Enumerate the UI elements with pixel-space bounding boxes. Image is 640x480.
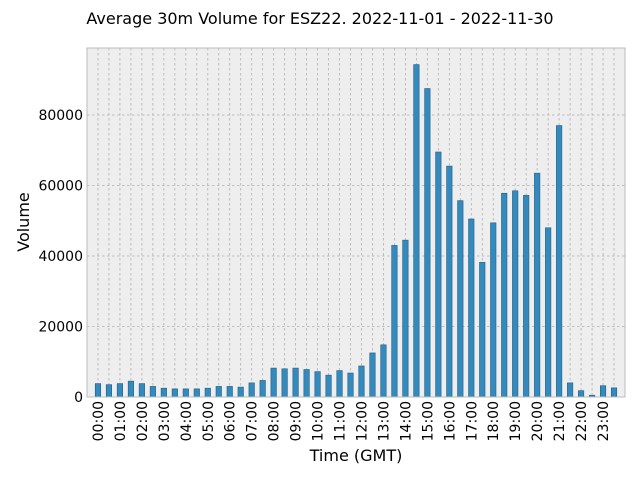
bar-20:00 [534, 172, 541, 398]
bar-12:00 [358, 365, 365, 398]
bars [94, 64, 618, 398]
bar-13:30 [391, 245, 398, 398]
bar-21:00 [556, 125, 563, 398]
bar-11:30 [347, 372, 354, 398]
y-axis-label: Volume [14, 192, 33, 252]
bar-08:00 [270, 367, 277, 398]
bar-03:30 [171, 388, 178, 398]
bar-17:00 [468, 218, 475, 398]
bar-11:00 [336, 370, 343, 398]
bar-09:00 [292, 367, 299, 398]
bar-05:00 [204, 387, 211, 398]
x-tick-label: 10:00 [311, 401, 327, 441]
bar-03:00 [160, 387, 167, 398]
x-axis-label: Time (GMT) [309, 446, 403, 465]
bar-19:00 [512, 190, 519, 398]
y-tick-label: 60000 [38, 178, 83, 194]
bar-07:30 [259, 380, 266, 398]
x-tick-label: 04:00 [179, 401, 195, 441]
x-tick-label: 22:00 [574, 401, 590, 441]
x-tick-label: 11:00 [333, 401, 349, 441]
bar-09:30 [303, 369, 310, 398]
bar-00:30 [105, 384, 113, 398]
x-tick-label: 09:00 [289, 401, 305, 441]
bar-10:30 [325, 374, 332, 398]
bar-02:00 [138, 383, 145, 398]
bar-16:00 [446, 165, 453, 398]
x-tick-label: 05:00 [201, 401, 217, 441]
x-tick-label: 03:00 [157, 401, 173, 441]
x-tick-label: 16:00 [442, 401, 458, 441]
bar-23:30 [610, 387, 618, 398]
bar-08:30 [281, 368, 288, 398]
bar-23:00 [599, 385, 607, 398]
bar-15:30 [435, 151, 442, 398]
bar-00:00 [94, 383, 102, 398]
x-tick-label: 08:00 [267, 401, 283, 441]
bar-02:30 [149, 386, 156, 398]
bar-01:30 [127, 380, 134, 398]
y-tick-label: 80000 [38, 108, 83, 124]
plot-border [86, 47, 626, 398]
x-tick-label: 01:00 [113, 401, 129, 441]
x-tick-label: 23:00 [596, 401, 612, 441]
x-tick-label: 18:00 [486, 401, 502, 441]
bar-22:00 [578, 390, 585, 398]
bar-06:30 [237, 386, 244, 398]
bar-14:00 [402, 239, 409, 398]
x-tick-label: 02:00 [135, 401, 151, 441]
bar-20:30 [545, 227, 552, 398]
bar-06:00 [226, 386, 233, 398]
bar-10:00 [314, 371, 321, 398]
bar-04:30 [193, 388, 200, 398]
x-tick-label: 21:00 [552, 401, 568, 441]
bar-01:00 [116, 383, 123, 398]
x-tick-label: 14:00 [398, 401, 414, 441]
bar-04:00 [182, 388, 189, 398]
x-tick-label: 20:00 [530, 401, 546, 441]
x-tick-label: 15:00 [420, 401, 436, 441]
x-tick-label: 06:00 [223, 401, 239, 441]
x-tick-label: 19:00 [508, 401, 524, 441]
x-tick-label: 07:00 [245, 401, 261, 441]
x-tick-label: 12:00 [354, 401, 370, 441]
bar-05:30 [215, 386, 222, 398]
bar-12:30 [369, 352, 376, 398]
x-tick-label: 17:00 [464, 401, 480, 441]
y-tick-labels: 0 20000 40000 60000 80000 [38, 108, 83, 406]
bar-13:00 [380, 344, 387, 398]
bar-21:30 [567, 382, 574, 398]
x-tick-label: 13:00 [376, 401, 392, 441]
x-tick-labels: 00:00 01:00 02:00 03:00 04:00 05:00 06:00 07:00… [91, 401, 612, 441]
bar-18:30 [501, 192, 508, 398]
bar-19:30 [523, 195, 530, 398]
y-tick-label: 20000 [38, 319, 83, 335]
bar-16:30 [457, 200, 464, 398]
bar-15:00 [424, 88, 431, 398]
plot-area [86, 47, 626, 398]
bar-07:00 [248, 382, 255, 398]
chart-title: Average 30m Volume for ESZ22. 2022-11-01… [86, 9, 553, 28]
bar-14:30 [413, 64, 420, 398]
x-tick-label: 00:00 [91, 401, 107, 441]
bar-18:00 [490, 222, 497, 398]
y-tick-label: 0 [74, 390, 83, 406]
bar-17:30 [479, 262, 486, 398]
y-tick-label: 40000 [38, 249, 83, 265]
